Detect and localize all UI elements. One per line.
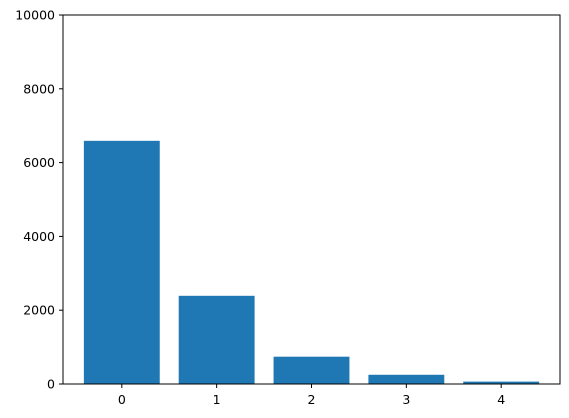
y-tick-label: 4000	[23, 229, 55, 244]
bar-2	[273, 356, 350, 384]
x-tick-label: 1	[213, 392, 221, 407]
x-tick-label: 0	[118, 392, 126, 407]
ticks-group: 0 2000 4000 6000 8000 10000 0 1 2 3 4	[15, 8, 505, 408]
bars-group	[83, 140, 540, 384]
plot-frame	[62, 14, 561, 385]
x-tick-label: 4	[497, 392, 505, 407]
bar-1	[178, 295, 255, 384]
bar-4	[463, 381, 540, 384]
x-tick-label: 3	[402, 392, 410, 407]
y-tick-label: 10000	[15, 8, 55, 23]
y-tick-label: 2000	[23, 303, 55, 318]
x-tick-label: 2	[308, 392, 316, 407]
y-tick-label: 0	[47, 377, 55, 392]
bar-3	[368, 374, 445, 384]
y-tick-label: 6000	[23, 155, 55, 170]
bar-0	[83, 140, 160, 384]
y-tick-label: 8000	[23, 81, 55, 96]
